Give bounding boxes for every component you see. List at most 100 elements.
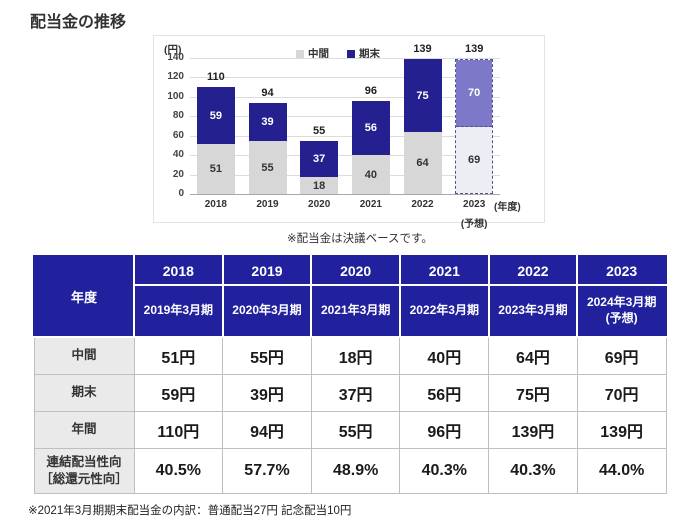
cell-3-4: 40.3% bbox=[488, 447, 578, 494]
bar-total-label: 139 bbox=[413, 43, 432, 55]
gridline bbox=[190, 135, 500, 137]
year-header-2023: 2023 bbox=[576, 255, 667, 286]
x-tick-label: 2018 bbox=[204, 199, 227, 210]
period-header-2019: 2020年3月期 bbox=[221, 284, 313, 338]
y-tick-label: 60 bbox=[172, 129, 184, 141]
y-tick-label: 40 bbox=[172, 149, 184, 161]
forecast-note: (予想) bbox=[460, 219, 488, 230]
chart-note: ※配当金は決議ベースです。 bbox=[287, 233, 433, 245]
year-header-2021: 2021 bbox=[398, 255, 490, 286]
segment-yearend: 56 bbox=[351, 101, 390, 155]
table-row-3: 連結配当性向 ［総還元性向］ 40.5% 57.7% 48.9% 40.3% 40.3% 4… bbox=[33, 447, 667, 494]
legend-swatch-interim-icon bbox=[296, 49, 304, 58]
cell-0-2: 18円 bbox=[310, 336, 401, 375]
year-header-2019: 2019 bbox=[221, 255, 313, 286]
legend-label-interim: 中間 bbox=[308, 48, 329, 60]
gridline bbox=[190, 155, 500, 157]
x-tick-label: 2019 bbox=[256, 199, 279, 210]
cell-1-2: 37円 bbox=[310, 373, 401, 412]
period-forecast-note: (予想) bbox=[605, 311, 638, 325]
cell-0-4: 64円 bbox=[488, 336, 578, 375]
legend-item-interim: 中間 bbox=[296, 46, 329, 61]
segment-yearend: 59 bbox=[196, 87, 235, 144]
segment-interim: 18 bbox=[300, 177, 339, 194]
gridline bbox=[190, 58, 500, 59]
bar-2021: 56 40 bbox=[351, 101, 390, 194]
x-axis-unit-label: (年度) bbox=[494, 202, 521, 213]
segment-yearend-value: 56 bbox=[364, 122, 377, 134]
cell-2-2: 55円 bbox=[310, 410, 401, 449]
table-row-1: 期末 59円 39円 37円 56円 75円 70円 bbox=[33, 373, 667, 412]
cell-0-3: 40円 bbox=[399, 336, 490, 375]
x-tick-label: 2020 bbox=[308, 199, 331, 210]
dividend-chart: (円) 中間 期末 0 20 40 60 80 100 120 140 59 51 110 2018 3… bbox=[153, 35, 545, 230]
chart-legend: 中間 期末 bbox=[296, 46, 380, 61]
y-tick-label: 80 bbox=[172, 110, 184, 122]
cell-2-0: 110円 bbox=[133, 410, 224, 449]
period-header-2022: 2023年3月期 bbox=[487, 284, 579, 338]
segment-interim-value: 64 bbox=[416, 157, 429, 169]
gridline bbox=[190, 116, 500, 118]
segment-yearend: 70 bbox=[456, 60, 493, 127]
x-axis-line bbox=[190, 194, 500, 195]
segment-yearend-value: 59 bbox=[209, 109, 222, 122]
segment-interim-value: 18 bbox=[313, 179, 326, 192]
bar-2020: 37 18 bbox=[300, 141, 339, 194]
cell-1-4: 75円 bbox=[488, 373, 578, 412]
y-axis-unit-label: (円) bbox=[164, 44, 182, 56]
dividend-table: 年度 2018 2019 2020 2021 2022 2023 2019年3月期 2020… bbox=[33, 255, 667, 494]
bar-total-label: 94 bbox=[261, 87, 274, 99]
row-label: 年間 bbox=[33, 410, 135, 449]
cell-3-3: 40.3% bbox=[399, 447, 490, 494]
row-label: 中間 bbox=[33, 336, 135, 375]
cell-0-5: 69円 bbox=[576, 336, 667, 375]
bar-2018: 59 51 bbox=[196, 87, 235, 194]
x-tick-label: 2023 bbox=[463, 199, 486, 210]
gridline bbox=[190, 174, 500, 176]
table-row-2: 年間 110円 94円 55円 96円 139円 139円 bbox=[33, 410, 667, 449]
segment-interim: 64 bbox=[403, 132, 442, 194]
segment-interim: 69 bbox=[456, 127, 493, 193]
cell-1-0: 59円 bbox=[133, 373, 224, 412]
x-tick-label: 2021 bbox=[359, 199, 382, 210]
period-header-2020: 2021年3月期 bbox=[310, 284, 401, 338]
y-tick-label: 20 bbox=[172, 168, 184, 180]
bar-2019: 39 55 bbox=[248, 103, 287, 194]
cell-2-3: 96円 bbox=[399, 410, 490, 449]
cell-2-4: 139円 bbox=[488, 410, 578, 449]
bar-total-label: 139 bbox=[464, 43, 484, 55]
segment-yearend: 39 bbox=[248, 103, 287, 141]
table-corner-year-label: 年度 bbox=[33, 255, 135, 338]
bar-total-label: 96 bbox=[364, 85, 377, 97]
gridline bbox=[190, 77, 500, 79]
cell-0-0: 51円 bbox=[133, 336, 224, 375]
y-tick-label: 0 bbox=[178, 188, 184, 199]
legend-swatch-yearend-icon bbox=[347, 49, 355, 58]
segment-interim-value: 40 bbox=[364, 168, 377, 181]
x-tick-label: 2022 bbox=[411, 199, 434, 210]
cell-2-1: 94円 bbox=[222, 410, 312, 449]
year-header-2018: 2018 bbox=[133, 255, 224, 286]
legend-label-yearend: 期末 bbox=[359, 48, 380, 60]
cell-1-1: 39円 bbox=[222, 373, 312, 412]
year-header-2020: 2020 bbox=[310, 255, 401, 286]
bar-total-label: 110 bbox=[206, 71, 225, 83]
period-header-2018: 2019年3月期 bbox=[133, 284, 224, 338]
plot-area: 0 20 40 60 80 100 120 140 59 51 110 2018 39 55 94 2019 3… bbox=[154, 36, 544, 230]
period-header-2023: 2024年3月期 (予想) bbox=[576, 284, 667, 338]
y-tick-label: 100 bbox=[167, 90, 184, 102]
row-label: 期末 bbox=[33, 373, 135, 412]
y-tick-label: 120 bbox=[167, 71, 184, 83]
cell-2-5: 139円 bbox=[576, 410, 667, 449]
year-header-2022: 2022 bbox=[487, 255, 579, 286]
bar-2023: 70 69 bbox=[455, 59, 494, 194]
gridline bbox=[190, 96, 500, 98]
cell-3-0: 40.5% bbox=[133, 447, 224, 494]
segment-interim: 55 bbox=[248, 141, 287, 194]
cell-3-1: 57.7% bbox=[222, 447, 312, 494]
segment-yearend-value: 75 bbox=[416, 89, 429, 102]
segment-interim: 51 bbox=[196, 144, 235, 194]
cell-1-5: 70円 bbox=[576, 373, 667, 412]
segment-interim-value: 51 bbox=[209, 163, 222, 175]
period-header-2021: 2022年3月期 bbox=[398, 284, 490, 338]
